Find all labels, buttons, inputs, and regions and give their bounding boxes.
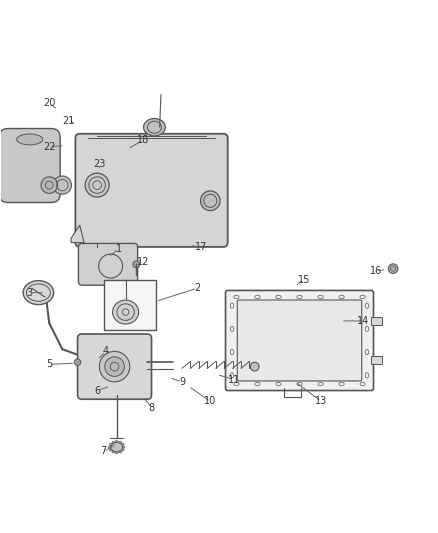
Ellipse shape bbox=[113, 300, 139, 324]
Ellipse shape bbox=[111, 442, 123, 452]
Text: 3: 3 bbox=[27, 288, 33, 297]
Ellipse shape bbox=[121, 449, 124, 451]
Ellipse shape bbox=[116, 451, 118, 454]
FancyBboxPatch shape bbox=[226, 290, 374, 391]
FancyBboxPatch shape bbox=[0, 128, 60, 203]
FancyBboxPatch shape bbox=[78, 244, 138, 285]
Ellipse shape bbox=[133, 261, 140, 268]
Text: 1: 1 bbox=[116, 244, 122, 254]
Ellipse shape bbox=[201, 191, 220, 211]
Ellipse shape bbox=[112, 441, 115, 443]
FancyBboxPatch shape bbox=[75, 134, 228, 247]
Text: 2: 2 bbox=[194, 283, 200, 293]
Text: 15: 15 bbox=[298, 274, 310, 285]
Text: 22: 22 bbox=[43, 142, 56, 152]
Ellipse shape bbox=[23, 281, 53, 304]
Text: 8: 8 bbox=[148, 403, 155, 413]
Ellipse shape bbox=[112, 451, 115, 453]
Text: 12: 12 bbox=[137, 257, 149, 267]
Text: 20: 20 bbox=[43, 98, 56, 108]
Text: 10: 10 bbox=[204, 397, 216, 407]
FancyBboxPatch shape bbox=[237, 300, 362, 381]
Text: 5: 5 bbox=[46, 359, 53, 369]
Text: 4: 4 bbox=[103, 346, 109, 357]
Text: 11: 11 bbox=[228, 375, 240, 385]
Ellipse shape bbox=[17, 134, 43, 145]
Ellipse shape bbox=[121, 443, 124, 446]
Ellipse shape bbox=[41, 177, 57, 193]
Text: 18: 18 bbox=[137, 135, 149, 146]
Ellipse shape bbox=[110, 443, 112, 446]
FancyArrow shape bbox=[371, 356, 382, 364]
Ellipse shape bbox=[74, 359, 81, 366]
Text: 14: 14 bbox=[357, 316, 369, 326]
Text: 13: 13 bbox=[315, 397, 327, 407]
Text: 6: 6 bbox=[94, 385, 100, 395]
Ellipse shape bbox=[110, 449, 112, 451]
Ellipse shape bbox=[119, 451, 121, 453]
Bar bbox=[104, 279, 156, 329]
FancyArrow shape bbox=[371, 318, 382, 325]
Ellipse shape bbox=[349, 370, 359, 381]
Ellipse shape bbox=[85, 173, 109, 197]
Ellipse shape bbox=[99, 351, 130, 382]
Text: 9: 9 bbox=[179, 377, 185, 387]
Text: 21: 21 bbox=[63, 116, 75, 126]
Text: 17: 17 bbox=[195, 242, 208, 252]
Ellipse shape bbox=[251, 362, 259, 371]
Ellipse shape bbox=[105, 357, 124, 376]
Ellipse shape bbox=[122, 446, 125, 448]
Text: 16: 16 bbox=[370, 266, 382, 276]
Text: 7: 7 bbox=[101, 447, 107, 456]
Ellipse shape bbox=[389, 264, 398, 273]
Ellipse shape bbox=[119, 441, 121, 443]
Text: 23: 23 bbox=[93, 159, 106, 169]
Ellipse shape bbox=[109, 446, 111, 448]
Polygon shape bbox=[71, 225, 84, 243]
Ellipse shape bbox=[144, 118, 165, 136]
Ellipse shape bbox=[53, 176, 71, 194]
FancyBboxPatch shape bbox=[78, 334, 152, 399]
Ellipse shape bbox=[116, 440, 118, 442]
